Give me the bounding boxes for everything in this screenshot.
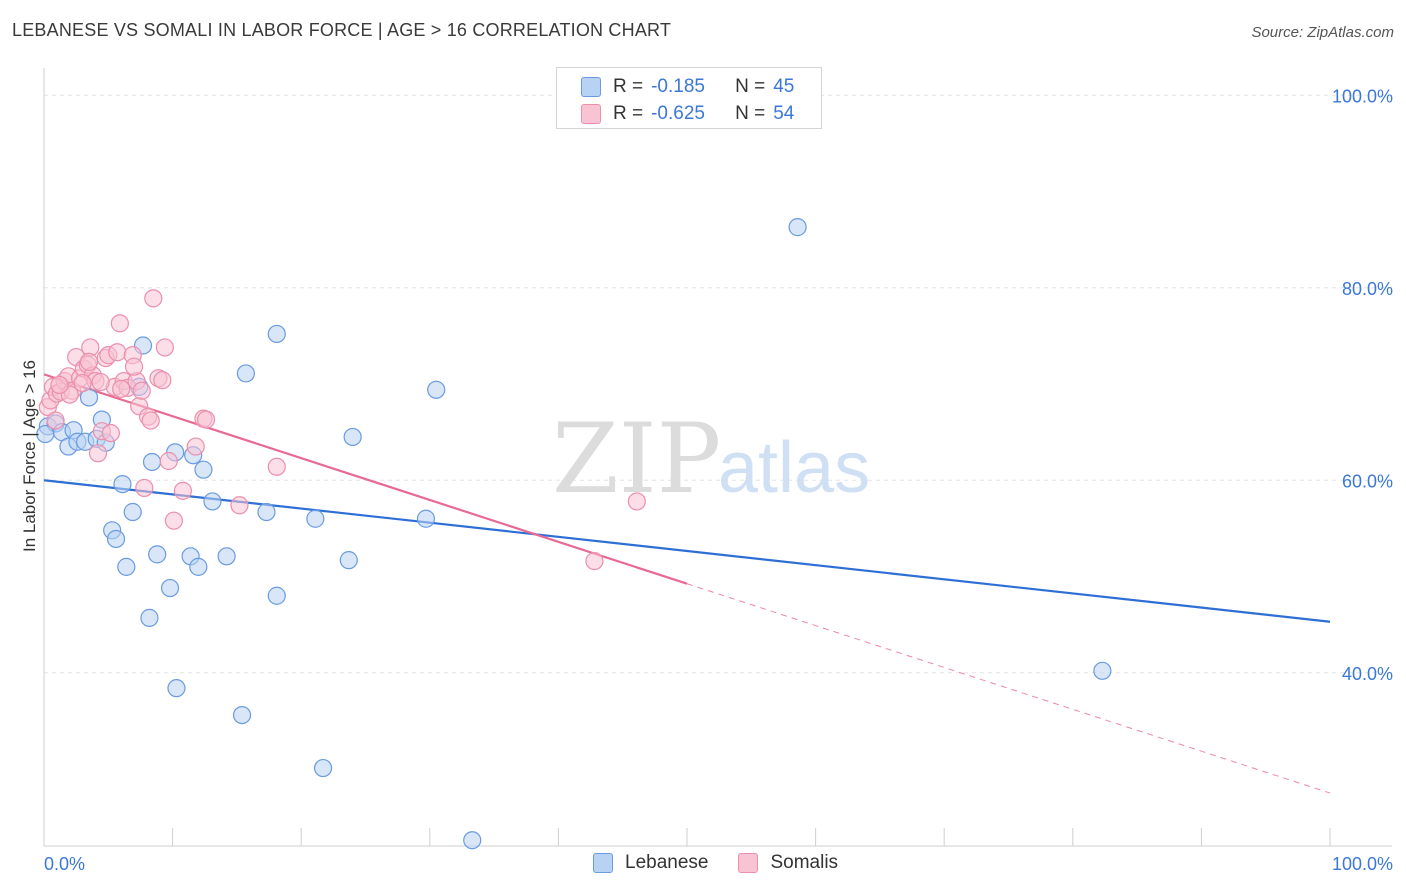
somalis-point (124, 357, 144, 376)
y-tick-label: 100.0% (1332, 86, 1393, 106)
watermark-atlas: atlas (718, 428, 870, 508)
x-tick-label: 100.0% (1332, 854, 1393, 874)
lebanese-point (463, 831, 482, 850)
somalis-point (159, 451, 178, 471)
lebanese-point (140, 608, 159, 627)
lebanese-point (167, 679, 186, 698)
somalis-point (164, 511, 183, 530)
lebanese-point (788, 218, 807, 237)
data-points (36, 218, 1112, 850)
source-label: Source: ZipAtlas.com (1251, 24, 1394, 41)
lebanese-point (306, 509, 325, 528)
somalis-point (50, 375, 69, 395)
lebanese-point (267, 586, 286, 605)
lebanese-point (36, 424, 55, 444)
lebanese-point (416, 509, 436, 528)
somalis-point (173, 481, 192, 500)
lebanese-point (232, 705, 252, 725)
somalis-point (46, 411, 65, 430)
y-tick-label: 80.0% (1342, 279, 1393, 299)
somalis-point (230, 496, 249, 515)
somalis-point (79, 352, 99, 371)
lebanese-point (339, 551, 358, 570)
somalis-point (88, 444, 108, 463)
somalis-point (155, 338, 174, 357)
somalis-point (267, 457, 286, 476)
lebanese-point (194, 460, 213, 479)
lebanese-trend-line (43, 479, 1331, 623)
lebanese-point (189, 557, 208, 576)
somalis-point (585, 551, 604, 571)
somalis-swatch (738, 853, 759, 873)
y-tick-label: 60.0% (1342, 471, 1393, 491)
lebanese-point (148, 545, 167, 564)
somalis-point (101, 423, 120, 443)
lebanese-point (142, 452, 162, 472)
legend-n-value: 54 (773, 103, 795, 124)
lebanese-point (106, 529, 126, 549)
somalis-trend-extension (686, 583, 1331, 794)
somalis-point (153, 371, 172, 390)
chart-title: LEBANESE VS SOMALI IN LABOR FORCE | AGE … (12, 20, 672, 40)
legend-r-value: -0.625 (651, 103, 705, 124)
lebanese-point (113, 475, 132, 494)
lebanese-point (217, 547, 236, 566)
bottom-legend: Lebanese Somalis (593, 852, 868, 874)
somalis-point (144, 289, 163, 308)
legend-r-label: R = (613, 76, 644, 97)
legend-swatch-blue (581, 77, 601, 97)
lebanese-point (117, 557, 136, 576)
lebanese-point (343, 427, 362, 447)
lebanese-point (123, 502, 142, 522)
somalis-point (110, 314, 129, 333)
legend-item-lebanese[interactable]: Lebanese (593, 852, 708, 874)
lebanese-label: Lebanese (625, 852, 709, 873)
lebanese-point (236, 364, 256, 383)
legend-n-label: N = (735, 76, 766, 97)
lebanese-point (1093, 661, 1112, 680)
somalis-point (112, 379, 131, 398)
legend-n-label: N = (735, 103, 766, 124)
lebanese-point (257, 502, 276, 522)
somalis-point (135, 478, 154, 498)
lebanese-point (313, 758, 333, 778)
somalis-point (141, 411, 160, 430)
legend-row-lebanese: R = -0.185 N = 45 (581, 75, 794, 99)
legend-r-value: -0.185 (651, 76, 705, 97)
y-axis-label: In Labor Force | Age > 16 (20, 360, 39, 552)
legend-swatch-pink (581, 104, 601, 124)
lebanese-swatch (593, 853, 613, 873)
somalis-point (196, 410, 216, 429)
legend-item-somalis[interactable]: Somalis (738, 852, 838, 874)
axes (43, 68, 1392, 847)
lebanese-point (203, 492, 222, 511)
somalis-point (627, 492, 646, 511)
y-tick-label: 40.0% (1342, 664, 1393, 684)
legend-r-label: R = (613, 103, 644, 124)
lebanese-point (427, 380, 446, 399)
somalis-point (73, 373, 92, 393)
lebanese-point (267, 324, 286, 344)
legend-n-value: 45 (773, 76, 795, 97)
somalis-point (108, 343, 127, 362)
x-tick-label: 0.0% (44, 854, 85, 874)
somalis-point (132, 381, 151, 400)
somalis-point (91, 372, 110, 392)
lebanese-point (160, 578, 180, 598)
somalis-label: Somalis (770, 852, 839, 873)
tick-labels: 100.0% 80.0% 60.0% 40.0% 0.0% 100.0% (44, 86, 1393, 874)
somalis-point (186, 437, 205, 456)
grid-lines (44, 94, 1392, 674)
legend-box: R = -0.185 N = 45 R = -0.625 N = 54 (556, 67, 822, 129)
legend-row-somalis: R = -0.625 N = 54 (581, 102, 794, 126)
